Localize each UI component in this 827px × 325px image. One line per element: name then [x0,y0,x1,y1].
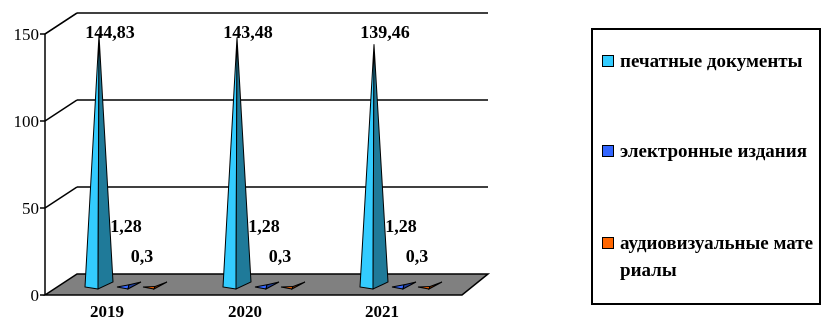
legend-label-audiovisual: аудиовизуальные материалы [620,233,814,281]
legend-swatch-audiovisual [602,237,614,249]
gridlines [44,12,488,209]
pyramid-2020-s0-front [222,37,238,290]
pyramid-2021-s0-front [359,44,375,290]
data-label-2021-s0: 139,46 [360,22,410,42]
pyramid-2021-s0-side [372,44,389,290]
x-axis: 2019 2020 2021 [90,302,399,321]
data-marks [84,34,443,291]
y-tick-label-0: 0 [31,286,40,305]
legend-item-electronic: электронные издания [602,138,820,165]
data-label-2020-s2: 0,3 [269,246,292,266]
pyramid-2020-s0-side [235,37,252,290]
data-label-2019-s0: 144,83 [85,22,135,42]
gridline-diag-100 [44,99,78,122]
y-tick-label-50: 50 [22,199,39,218]
pyramid-2021-s2-side [428,281,443,291]
pyramid-2020-s2-side [291,281,306,291]
legend-label-print: печатные документы [620,51,803,72]
data-label-2020-s1: 1,28 [248,216,280,236]
y-tick-label-100: 100 [14,112,40,131]
pyramid-2020-s1-side [265,281,280,290]
x-tick-label-2020: 2020 [228,302,262,321]
chart-legend: печатные документы электронные издания а… [591,28,821,305]
pyramid-2021-s1-side [402,281,417,290]
x-tick-label-2021: 2021 [365,302,399,321]
pyramid-2019-s0-side [97,34,114,290]
chart-walls [44,12,78,295]
y-tick-label-150: 150 [14,25,40,44]
data-label-2021-s2: 0,3 [406,246,429,266]
data-label-2019-s2: 0,3 [131,246,154,266]
legend-label-electronic: электронные издания [620,141,807,162]
legend-item-audiovisual: аудиовизуальные материалы [602,230,820,284]
data-label-2020-s0: 143,48 [223,22,273,42]
legend-item-print: печатные документы [602,48,820,75]
data-label-2021-s1: 1,28 [385,216,417,236]
data-labels: 144,83 1,28 0,3 143,48 1,28 0,3 139,46 1,28 0,3 [85,22,428,266]
pyramid-2019-s1-side [127,281,142,290]
gridline-diag-50 [44,186,78,209]
pyramid-chart: 0 50 100 150 144,83 1,28 0,3 143,48 1,28 0,3 139,… [14,12,491,321]
x-tick-label-2019: 2019 [90,302,124,321]
legend-swatch-print [602,55,614,67]
y-axis: 0 50 100 150 [14,25,45,305]
pyramid-2019-s2-side [153,281,168,291]
legend-swatch-electronic [602,145,614,157]
pyramid-2019-s0-front [84,34,100,290]
data-label-2019-s1: 1,28 [110,216,142,236]
gridline-diag-150 [44,12,78,35]
